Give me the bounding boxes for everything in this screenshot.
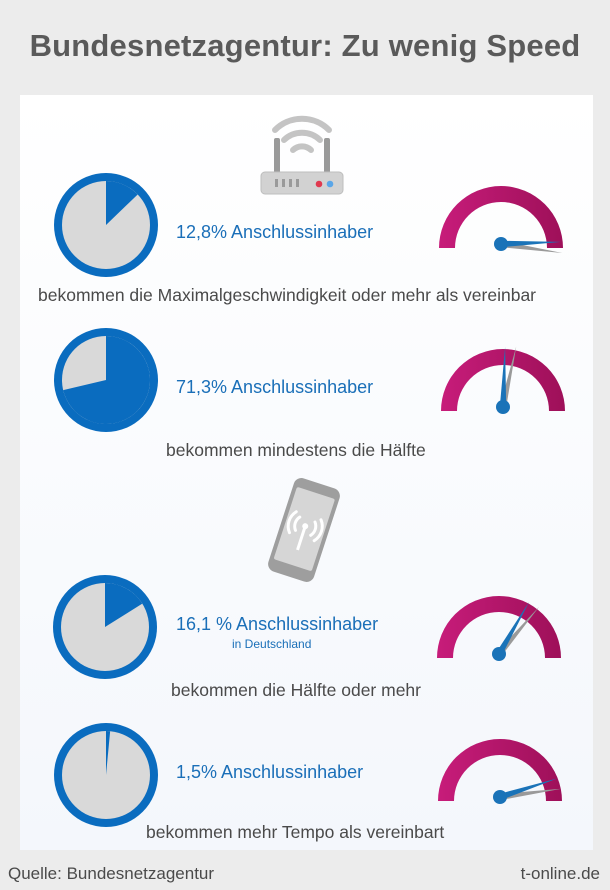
needle-hub	[496, 400, 510, 414]
pie-chart-1	[54, 173, 158, 277]
pie-slice-1	[106, 181, 138, 225]
needle	[499, 347, 507, 408]
percent-label-4: 1,5% Anschlussinhaber	[176, 762, 364, 782]
pie-chart-2	[54, 328, 158, 432]
gauge-arc	[438, 739, 562, 801]
gauge-arc	[437, 596, 561, 658]
speed-gauge-1	[439, 186, 563, 253]
pie-chart-3	[53, 575, 157, 679]
speed-gauge-2	[441, 346, 565, 414]
speed-gauge-3	[437, 596, 561, 661]
percent-sublabel-3: in Deutschland	[232, 637, 312, 651]
router-icon	[260, 115, 344, 195]
needle-shadow	[499, 788, 562, 801]
needle	[499, 778, 558, 801]
page-title: Bundesnetzagentur: Zu wenig Speed	[29, 28, 581, 63]
needle	[500, 240, 561, 248]
caption-1: bekommen die Maximalgeschwindigkeit oder…	[38, 285, 537, 305]
caption-4: bekommen mehr Tempo als vereinbart	[146, 822, 445, 842]
source-note: Quelle: Bundesnetzagentur	[8, 864, 215, 883]
pie-slice-4	[106, 731, 111, 775]
needle	[496, 602, 529, 656]
percent-label-3: 16,1 % Anschlussinhaber	[176, 614, 379, 634]
smartphone-icon	[268, 478, 340, 582]
pie-chart-4	[54, 723, 158, 827]
pie-slice-2	[63, 336, 150, 424]
speed-gauge-4	[438, 739, 562, 804]
brand-logo: t-online.de	[520, 864, 600, 883]
percent-label-1: 12,8% Anschlussinhaber	[176, 222, 374, 242]
needle-hub	[494, 237, 508, 251]
percent-label-2: 71,3% Anschlussinhaber	[176, 377, 374, 397]
needle-hub	[493, 790, 507, 804]
gauge-arc	[439, 186, 563, 248]
needle-hub	[492, 647, 506, 661]
caption-3: bekommen die Hälfte oder mehr	[171, 680, 421, 700]
caption-2: bekommen mindestens die Hälfte	[166, 440, 426, 460]
gauge-arc	[441, 349, 565, 411]
pie-slice-3	[105, 583, 143, 627]
